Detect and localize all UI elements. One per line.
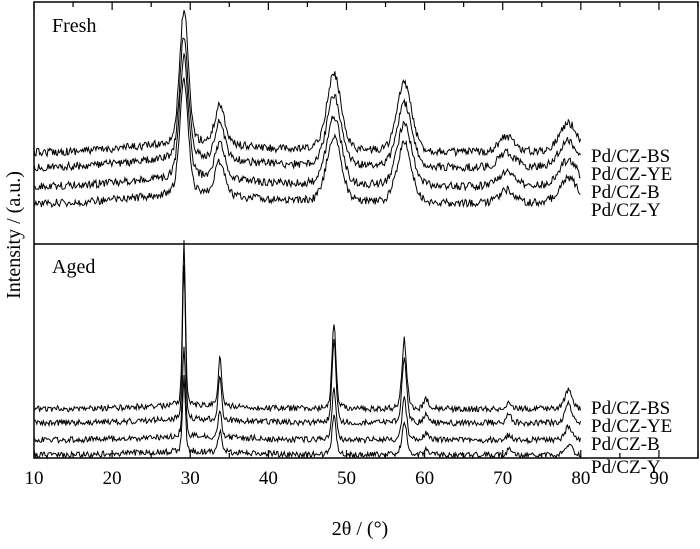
trace-fresh-4 xyxy=(33,77,581,209)
x-tick-label: 70 xyxy=(493,468,512,489)
x-tick-label: 90 xyxy=(649,468,668,489)
series-label-aged-2: Pd/CZ-YE xyxy=(591,416,672,437)
panel-label-aged: Aged xyxy=(52,256,95,278)
series-label-fresh-4: Pd/CZ-Y xyxy=(591,200,661,221)
x-axis-tick-labels: 10 20 30 40 50 60 70 80 90 xyxy=(25,468,669,489)
x-tick-label: 20 xyxy=(103,468,122,489)
series-label-aged-1: Pd/CZ-BS xyxy=(591,398,670,419)
series-label-aged-3: Pd/CZ-B xyxy=(591,434,660,455)
x-tick-label: 40 xyxy=(259,468,278,489)
x-tick-label: 30 xyxy=(181,468,200,489)
series-label-fresh-1: Pd/CZ-BS xyxy=(591,146,670,167)
x-tick-label: 50 xyxy=(337,468,356,489)
x-tick-label: 10 xyxy=(25,468,44,489)
plot-frame xyxy=(33,1,699,459)
trace-aged-3 xyxy=(33,346,581,445)
series-label-aged-4: Pd/CZ-Y xyxy=(591,457,661,478)
x-tick-label: 80 xyxy=(571,468,590,489)
x-tick-label: 60 xyxy=(415,468,434,489)
series-labels: Pd/CZ-BSPd/CZ-YEPd/CZ-BPd/CZ-YPd/CZ-BSPd… xyxy=(591,146,672,478)
x-axis-title: 2θ / (°) xyxy=(332,518,388,540)
y-axis-title: Intensity / (a.u.) xyxy=(3,171,25,299)
trace-fresh-1 xyxy=(33,10,581,158)
series-label-fresh-2: Pd/CZ-YE xyxy=(591,164,672,185)
trace-fresh-3 xyxy=(33,53,581,192)
series-label-fresh-3: Pd/CZ-B xyxy=(591,182,660,203)
trace-aged-2 xyxy=(33,265,581,428)
x-axis-ticks xyxy=(33,2,699,458)
trace-fresh-2 xyxy=(33,37,581,173)
panel-label-fresh: Fresh xyxy=(52,15,96,37)
trace-aged-1 xyxy=(34,240,581,414)
traces-layer xyxy=(33,10,581,460)
trace-aged-4 xyxy=(33,375,581,460)
